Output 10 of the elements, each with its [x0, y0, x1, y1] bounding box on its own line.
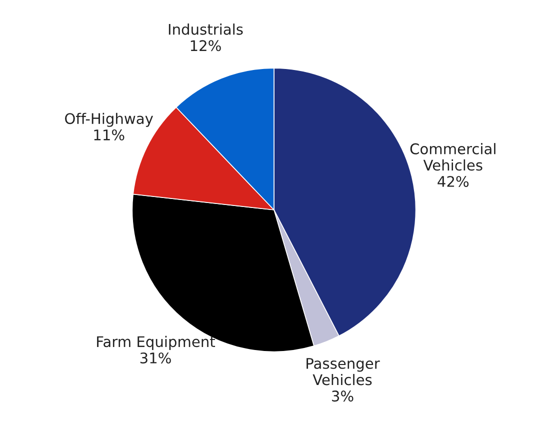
slice-label: Passenger Vehicles	[306, 358, 380, 386]
data-label: 12%	[190, 40, 221, 52]
data-label: 3%	[332, 390, 354, 402]
slice-label: Commercial Vehicles	[410, 143, 496, 171]
data-label: 31%	[140, 352, 171, 364]
slice-label: Industrials	[168, 24, 243, 35]
slice-label: Farm Equipment	[97, 336, 216, 350]
slice-label: Off-Highway	[65, 112, 154, 127]
data-label: 42%	[438, 176, 469, 187]
data-label: 11%	[94, 129, 124, 140]
